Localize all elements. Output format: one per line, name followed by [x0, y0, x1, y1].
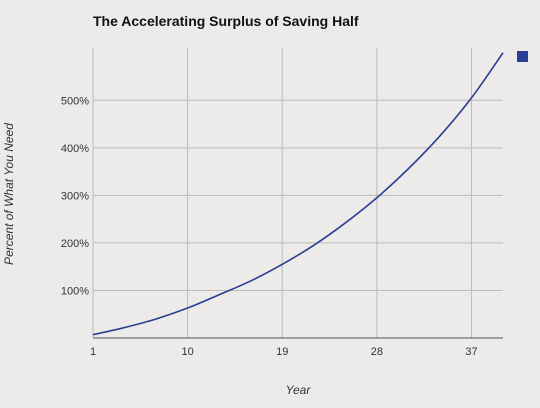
- y-tick-label: 400%: [61, 143, 89, 155]
- chart-title: The Accelerating Surplus of Saving Half: [93, 13, 359, 29]
- series-line: [92, 52, 504, 336]
- x-tick-label: 1: [90, 346, 96, 358]
- grid: [92, 48, 503, 338]
- y-tick-label: 100%: [61, 285, 89, 297]
- x-tick-label: 10: [181, 346, 193, 358]
- y-tick-label: 200%: [61, 238, 89, 250]
- x-tick-label: 19: [276, 346, 288, 358]
- x-tick-label: 37: [465, 346, 477, 358]
- y-tick-label: 300%: [61, 190, 89, 202]
- y-axis-title: Percent of What You Need: [2, 123, 16, 265]
- axes: 100% 200% 300% 400% 500% 1 10 19 28 37: [61, 95, 503, 358]
- series-layer: [92, 52, 504, 336]
- legend: [517, 51, 528, 62]
- y-tick-label: 500%: [61, 95, 89, 107]
- legend-swatch: [517, 51, 528, 62]
- x-tick-label: 28: [371, 346, 383, 358]
- x-axis-title: Year: [286, 383, 312, 397]
